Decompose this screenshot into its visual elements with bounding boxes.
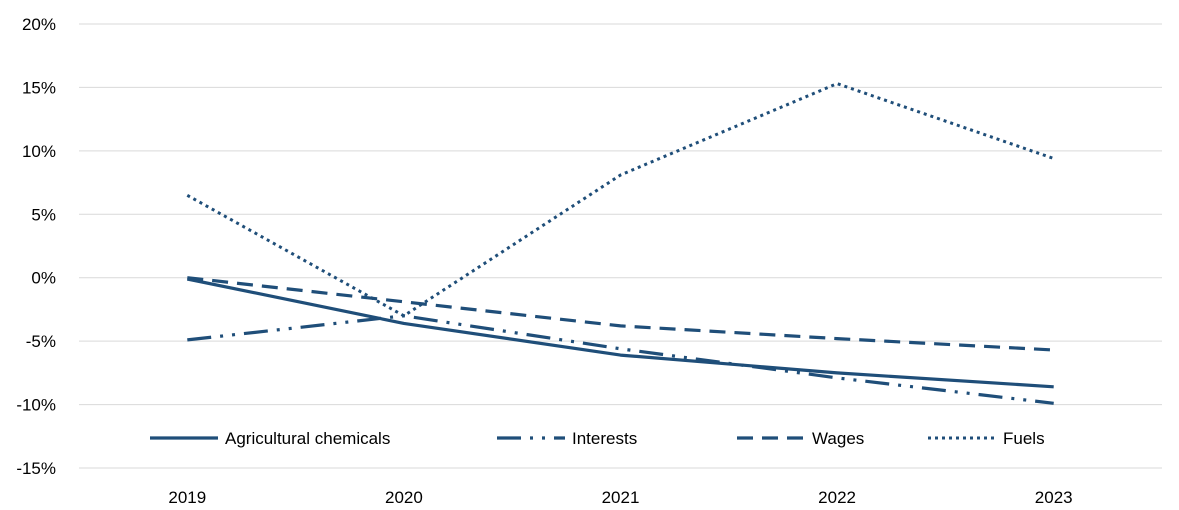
y-tick-label: -10% [16, 396, 56, 415]
legend-label: Fuels [1003, 429, 1045, 448]
y-tick-label: -5% [26, 332, 56, 351]
x-tick-label: 2021 [602, 488, 640, 507]
series-line-interests [187, 314, 1054, 405]
series-line-wages [187, 276, 1054, 352]
series-line-fuels [186, 82, 1055, 318]
x-tick-label: 2023 [1035, 488, 1073, 507]
x-tick-label: 2020 [385, 488, 423, 507]
y-tick-label: -15% [16, 459, 56, 478]
legend-label: Interests [572, 429, 637, 448]
y-tick-label: 5% [31, 205, 56, 224]
series-line-agricultural-chemicals [186, 277, 1054, 389]
y-tick-label: 10% [22, 142, 56, 161]
x-tick-label: 2019 [168, 488, 206, 507]
legend-label: Agricultural chemicals [225, 429, 390, 448]
x-tick-label: 2022 [818, 488, 856, 507]
legend-label: Wages [812, 429, 864, 448]
y-tick-label: 15% [22, 78, 56, 97]
y-tick-label: 20% [22, 15, 56, 34]
y-tick-label: 0% [31, 269, 56, 288]
